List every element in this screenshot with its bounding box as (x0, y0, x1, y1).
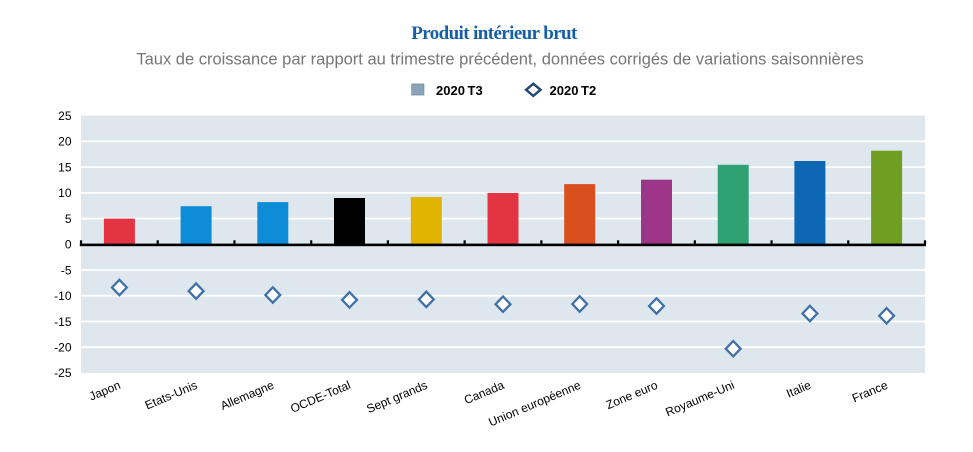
svg-text:Taux de croissance par rapport: Taux de croissance par rapport au trimes… (136, 51, 863, 69)
svg-text:10: 10 (58, 186, 72, 200)
svg-text:0: 0 (65, 238, 72, 252)
svg-text:2020 T3: 2020 T3 (436, 83, 483, 98)
svg-text:-20: -20 (54, 341, 72, 355)
svg-text:-25: -25 (54, 366, 72, 380)
svg-text:Produit intérieur brut: Produit intérieur brut (411, 23, 578, 44)
svg-text:15: 15 (58, 160, 72, 174)
svg-text:-10: -10 (54, 289, 72, 303)
svg-text:5: 5 (65, 212, 72, 226)
svg-text:25: 25 (58, 109, 72, 123)
svg-text:-15: -15 (54, 315, 72, 329)
svg-text:20: 20 (58, 135, 72, 149)
svg-text:2020 T2: 2020 T2 (550, 83, 597, 98)
svg-text:-5: -5 (61, 263, 72, 277)
